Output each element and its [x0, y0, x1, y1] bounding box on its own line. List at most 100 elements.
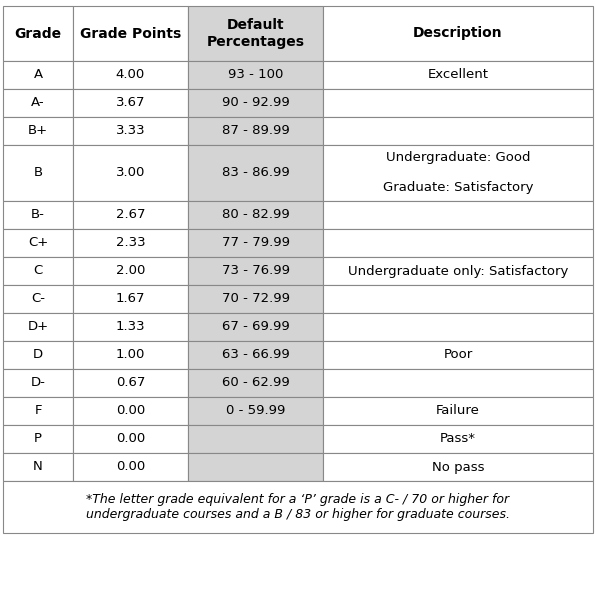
Text: Pass*: Pass* — [440, 432, 476, 446]
Bar — [73, 201, 188, 229]
Bar — [73, 285, 188, 313]
Bar — [3, 285, 73, 313]
Bar — [3, 257, 73, 285]
Bar — [323, 229, 593, 257]
Text: 63 - 66.99: 63 - 66.99 — [222, 348, 290, 362]
Bar — [73, 61, 188, 89]
Bar — [3, 145, 73, 201]
Bar — [188, 6, 323, 61]
Bar — [73, 369, 188, 397]
Bar — [188, 313, 323, 341]
Bar — [323, 201, 593, 229]
Bar — [3, 341, 73, 369]
Bar — [188, 89, 323, 117]
Bar — [3, 117, 73, 145]
Bar — [188, 201, 323, 229]
Bar — [73, 341, 188, 369]
Bar — [73, 313, 188, 341]
Bar — [323, 145, 593, 201]
Text: B-: B- — [31, 208, 45, 222]
Text: 60 - 62.99: 60 - 62.99 — [222, 376, 290, 390]
Text: 93 - 100: 93 - 100 — [228, 68, 283, 82]
Text: 2.67: 2.67 — [116, 208, 145, 222]
Text: 2.00: 2.00 — [116, 264, 145, 278]
Bar — [188, 117, 323, 145]
Bar — [323, 397, 593, 425]
Text: B+: B+ — [28, 124, 48, 138]
Bar — [323, 341, 593, 369]
Bar — [323, 313, 593, 341]
Text: 1.33: 1.33 — [116, 320, 145, 334]
Bar — [323, 89, 593, 117]
Text: N: N — [33, 460, 43, 474]
Text: 87 - 89.99: 87 - 89.99 — [222, 124, 290, 138]
Text: 3.33: 3.33 — [116, 124, 145, 138]
Text: 90 - 92.99: 90 - 92.99 — [222, 96, 290, 110]
Text: D+: D+ — [27, 320, 48, 334]
Text: C+: C+ — [28, 236, 48, 250]
Text: No pass: No pass — [432, 460, 484, 474]
Bar — [323, 425, 593, 453]
Bar — [3, 481, 593, 533]
Text: P: P — [34, 432, 42, 446]
Text: B: B — [33, 166, 42, 180]
Bar — [3, 425, 73, 453]
Bar — [188, 257, 323, 285]
Text: D: D — [33, 348, 43, 362]
Text: 0.00: 0.00 — [116, 460, 145, 474]
Text: 1.00: 1.00 — [116, 348, 145, 362]
Bar — [323, 285, 593, 313]
Text: 77 - 79.99: 77 - 79.99 — [222, 236, 290, 250]
Bar — [188, 453, 323, 481]
Bar — [323, 257, 593, 285]
Bar — [73, 89, 188, 117]
Text: 67 - 69.99: 67 - 69.99 — [222, 320, 290, 334]
Bar — [73, 229, 188, 257]
Text: D-: D- — [30, 376, 45, 390]
Bar — [188, 285, 323, 313]
Text: *The letter grade equivalent for a ‘P’ grade is a C- / 70 or higher for
undergra: *The letter grade equivalent for a ‘P’ g… — [86, 493, 510, 521]
Text: Grade Points: Grade Points — [80, 27, 181, 41]
Bar — [73, 397, 188, 425]
Text: Undergraduate: Good

Graduate: Satisfactory: Undergraduate: Good Graduate: Satisfacto… — [383, 152, 533, 194]
Text: 83 - 86.99: 83 - 86.99 — [222, 166, 290, 180]
Bar — [323, 369, 593, 397]
Text: 3.67: 3.67 — [116, 96, 145, 110]
Text: 73 - 76.99: 73 - 76.99 — [222, 264, 290, 278]
Text: 4.00: 4.00 — [116, 68, 145, 82]
Bar — [73, 257, 188, 285]
Bar — [323, 61, 593, 89]
Text: Description: Description — [413, 27, 503, 41]
Text: 1.67: 1.67 — [116, 292, 145, 306]
Bar — [73, 145, 188, 201]
Bar — [3, 6, 73, 61]
Bar — [3, 397, 73, 425]
Bar — [188, 425, 323, 453]
Bar — [3, 201, 73, 229]
Text: 3.00: 3.00 — [116, 166, 145, 180]
Bar — [323, 6, 593, 61]
Text: 0 - 59.99: 0 - 59.99 — [226, 404, 285, 418]
Bar — [188, 61, 323, 89]
Text: A-: A- — [31, 96, 45, 110]
Text: A: A — [33, 68, 42, 82]
Text: 80 - 82.99: 80 - 82.99 — [222, 208, 290, 222]
Text: 70 - 72.99: 70 - 72.99 — [222, 292, 290, 306]
Bar — [3, 453, 73, 481]
Bar — [188, 397, 323, 425]
Text: Poor: Poor — [443, 348, 473, 362]
Text: 0.00: 0.00 — [116, 432, 145, 446]
Bar — [323, 117, 593, 145]
Bar — [73, 117, 188, 145]
Bar — [73, 453, 188, 481]
Text: C-: C- — [31, 292, 45, 306]
Bar — [73, 6, 188, 61]
Bar — [3, 89, 73, 117]
Text: 0.00: 0.00 — [116, 404, 145, 418]
Bar — [3, 369, 73, 397]
Bar — [188, 369, 323, 397]
Text: Undergraduate only: Satisfactory: Undergraduate only: Satisfactory — [348, 264, 568, 278]
Bar — [188, 145, 323, 201]
Bar — [73, 425, 188, 453]
Text: Grade: Grade — [14, 27, 61, 41]
